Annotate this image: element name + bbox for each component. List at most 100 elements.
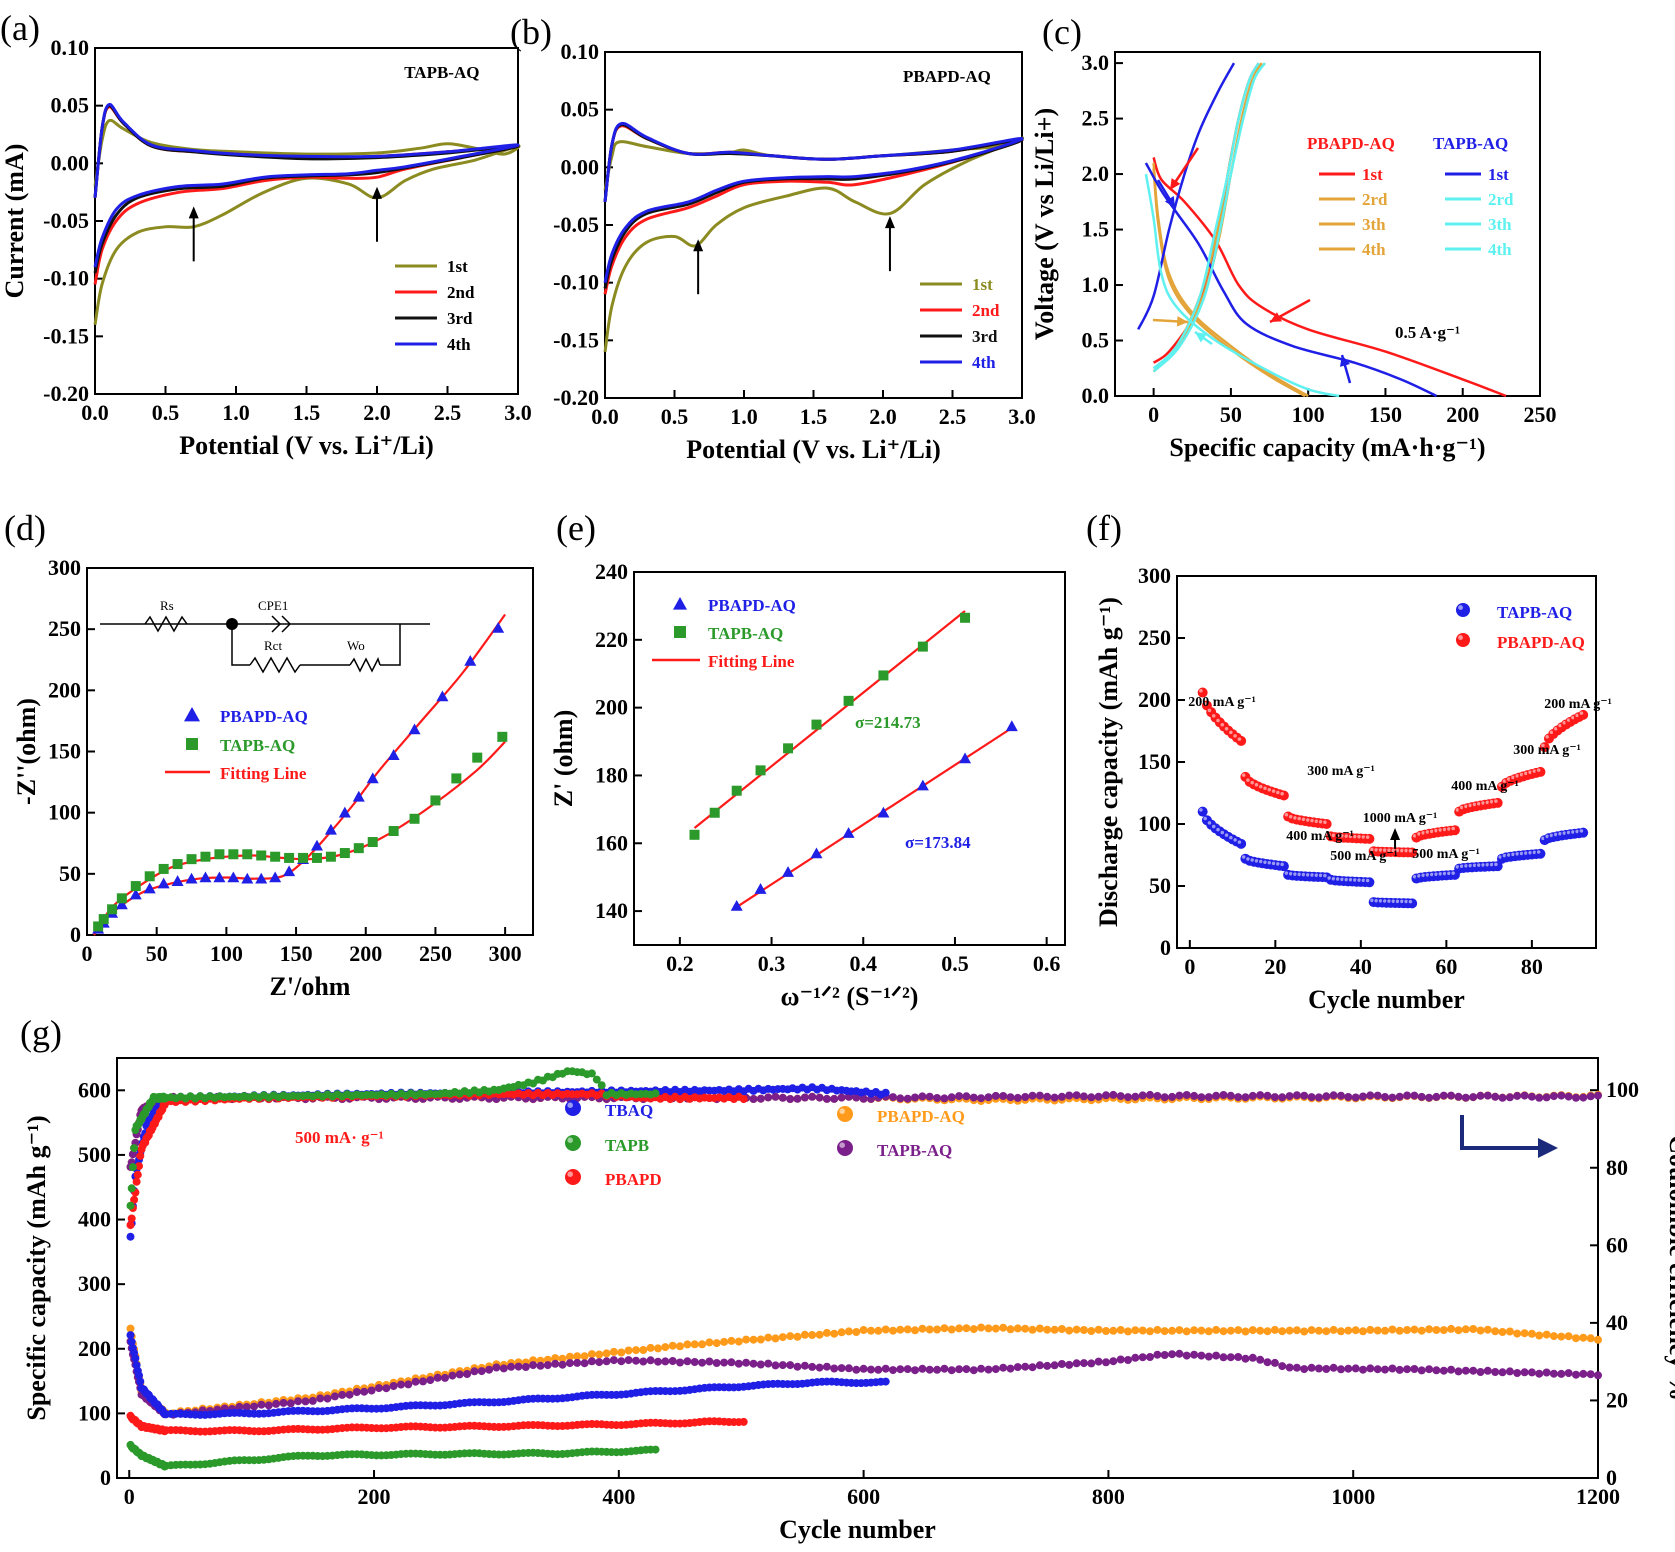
ce-point <box>1425 1093 1434 1102</box>
legend-label: TAPB-AQ <box>220 736 295 755</box>
x-tick-label: 0.2 <box>666 951 694 976</box>
data-point-highlight <box>1288 872 1293 876</box>
capacity-point <box>756 1335 765 1344</box>
capacity-point <box>1395 1326 1404 1335</box>
capacity-point <box>1160 1327 1169 1336</box>
capacity-point <box>1204 1327 1213 1336</box>
capacity-point <box>771 1334 780 1343</box>
capacity-point <box>764 1359 773 1368</box>
data-point-highlight <box>1216 718 1220 723</box>
y-tick-label: 600 <box>78 1077 111 1102</box>
data-point-highlight <box>1464 864 1468 868</box>
ce-point <box>771 1092 780 1101</box>
ce-point <box>1292 1091 1301 1100</box>
ce-point <box>1417 1092 1426 1101</box>
panel-label: (a) <box>0 8 40 48</box>
data-point-highlight <box>1254 859 1259 863</box>
ce-point <box>764 1093 773 1102</box>
capacity-point <box>683 1357 692 1366</box>
data-point-highlight <box>1344 834 1349 838</box>
capacity-point <box>1248 1326 1257 1335</box>
data-point-highlight <box>1528 770 1532 775</box>
data-point-highlight <box>1502 853 1507 858</box>
y-tick-label: 1.5 <box>1082 217 1110 242</box>
capacity-point <box>617 1348 626 1357</box>
x-tick-label: 400 <box>602 1484 635 1509</box>
y-tick-label: 140 <box>595 898 628 923</box>
data-point-highlight <box>1331 876 1336 881</box>
y-tick-label: 100 <box>1138 811 1171 836</box>
ce-point <box>1175 1091 1184 1100</box>
capacity-point <box>1564 1332 1573 1341</box>
x-tick-label: 100 <box>1292 402 1325 427</box>
x-tick-label: 0 <box>1148 402 1159 427</box>
data-point-highlight <box>1271 861 1276 866</box>
series-line <box>1152 156 1507 398</box>
data-point-square <box>107 904 118 915</box>
axis-arrow <box>1460 1115 1540 1150</box>
data-point-highlight <box>1395 899 1400 904</box>
data-point-highlight <box>1477 801 1481 806</box>
capacity-point <box>587 1357 596 1366</box>
capacity-point <box>1197 1351 1206 1360</box>
data-point-highlight <box>1314 819 1319 823</box>
data-point-highlight <box>1335 833 1340 838</box>
capacity-point <box>852 1365 861 1374</box>
data-point-highlight <box>1472 863 1477 868</box>
y-tick-label: 0 <box>1160 935 1171 960</box>
capacity-point <box>565 1352 574 1361</box>
data-point-highlight <box>1267 787 1272 792</box>
capacity-point <box>977 1323 986 1332</box>
ce-point <box>1050 1093 1059 1102</box>
capacity-point <box>1065 1360 1074 1369</box>
data-point-square <box>689 829 700 840</box>
capacity-point <box>1572 1334 1580 1343</box>
data-point <box>1449 825 1460 836</box>
x-tick-label: 60 <box>1435 954 1457 979</box>
data-point-highlight <box>1549 833 1554 838</box>
data-point-highlight <box>1455 808 1460 812</box>
capacity-point <box>1182 1351 1191 1360</box>
data-point-highlight <box>1207 821 1212 825</box>
ce-point <box>592 1075 601 1084</box>
ce-point <box>126 1201 135 1210</box>
x-axis-title: Potential (V vs. Li⁺/Li) <box>179 431 433 460</box>
capacity-point <box>352 1388 361 1396</box>
y-tick-label: -0.10 <box>43 266 89 291</box>
ce-point <box>1102 1091 1110 1100</box>
capacity-point <box>1542 1368 1551 1377</box>
data-point-highlight <box>1395 848 1400 853</box>
capacity-point <box>374 1384 383 1393</box>
capacity-point <box>984 1324 993 1333</box>
capacity-point <box>1469 1325 1478 1333</box>
data-point-square <box>430 795 441 806</box>
capacity-point <box>859 1326 868 1334</box>
ce-point <box>822 1094 831 1103</box>
x-tick-label: 1.5 <box>800 404 828 429</box>
ce-point <box>1410 1091 1419 1100</box>
capacity-point <box>573 1358 582 1367</box>
ce-point <box>1057 1092 1066 1101</box>
ce-point <box>1366 1091 1375 1100</box>
data-point-highlight <box>1357 878 1361 882</box>
rate-label: 300 mA g⁻¹ <box>1513 743 1581 758</box>
capacity-point <box>639 1357 648 1366</box>
capacity-point <box>1439 1366 1448 1375</box>
capacity-point <box>1057 1360 1066 1368</box>
capacity-point <box>1557 1369 1566 1378</box>
ce-point <box>1124 1093 1132 1102</box>
data-point-highlight <box>1442 871 1447 876</box>
capacity-point <box>127 1337 136 1346</box>
y-tick-label: 0.10 <box>51 35 90 60</box>
capacity-point <box>609 1356 618 1365</box>
capacity-point <box>661 1357 670 1366</box>
x-tick-label: 0.3 <box>758 951 786 976</box>
ce-point <box>1403 1091 1412 1100</box>
ce-point <box>132 1177 141 1186</box>
x-tick-label: 0.5 <box>941 951 969 976</box>
data-point-square <box>130 881 141 892</box>
capacity-point <box>1322 1365 1331 1373</box>
capacity-point <box>712 1359 721 1367</box>
data-point-highlight <box>1468 803 1473 808</box>
x-tick-label: 200 <box>349 941 382 966</box>
